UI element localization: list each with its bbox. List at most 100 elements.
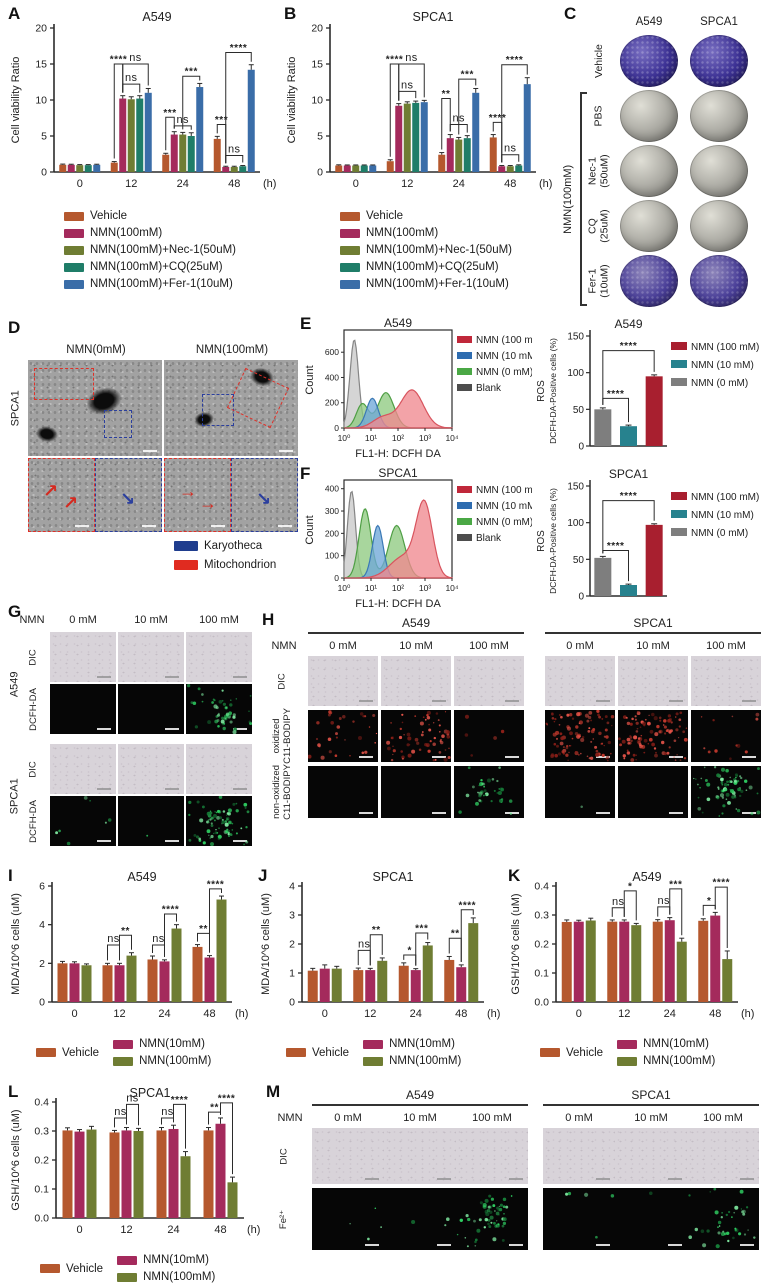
- fluorescent-dot: [316, 721, 320, 725]
- fluorescent-dot: [630, 739, 633, 743]
- bar: [192, 946, 203, 1002]
- legend-label: NMN(10mM): [389, 1038, 455, 1050]
- y-tick-label: 4: [289, 881, 295, 893]
- fluorescent-dot: [584, 1192, 589, 1197]
- fluorescent-dot: [438, 751, 442, 754]
- scale-bar: [97, 676, 111, 678]
- fluorescent-dot: [485, 794, 487, 796]
- legend-label: Vehicle: [90, 210, 128, 222]
- fluorescent-dot: [224, 820, 227, 823]
- legend-swatch: [64, 262, 84, 272]
- row-label-pbs: PBS: [586, 89, 612, 144]
- dic-tile: [687, 1128, 759, 1184]
- fluorescent-dot: [474, 1244, 477, 1247]
- y-tick-label: 300: [325, 506, 339, 516]
- significance-label: ns: [612, 896, 625, 908]
- significance-bracket: [611, 907, 625, 917]
- fluorescent-dot: [641, 747, 643, 749]
- significance-bracket: [501, 64, 528, 163]
- legend-gsh-a549: Vehicle NMN(10mM) NMN(100mM): [540, 1038, 715, 1072]
- legend-swatch: [671, 342, 687, 350]
- fluorescent-dot: [706, 782, 711, 787]
- fluorescent-dot: [580, 752, 582, 755]
- fluorescent-dot: [720, 777, 724, 782]
- bracket-tick: [580, 304, 587, 306]
- fluorescent-dot: [492, 1204, 496, 1208]
- fluorescent-dot: [480, 790, 484, 794]
- fluorescent-dot: [422, 716, 425, 719]
- fluorescent-dot: [66, 841, 71, 846]
- fluorescent-dot: [610, 1194, 615, 1198]
- fluorescent-dot: [648, 714, 650, 717]
- fluorescent-dot: [465, 793, 470, 798]
- mitochondrion-roi: [34, 368, 94, 400]
- fluorescent-dot: [421, 731, 424, 733]
- bar: [222, 166, 230, 172]
- dic-tile: [691, 656, 761, 706]
- fluorescent-dot: [210, 842, 214, 846]
- fluorescent-dot: [629, 735, 632, 738]
- fluorescent-dot: [228, 830, 230, 832]
- fluorescent-dot: [327, 737, 332, 742]
- y-axis-label: MDA/10^6 cells (uM): [260, 893, 272, 995]
- fluorescent-dot: [567, 759, 569, 761]
- fluorescent-dot: [467, 1217, 471, 1222]
- fluorescent-dot: [580, 737, 585, 743]
- x-tick-label: 12: [401, 178, 413, 190]
- scale-bar: [165, 840, 179, 842]
- fluorescent-dot: [55, 831, 59, 835]
- fluorescent-dot: [714, 1210, 719, 1215]
- legend-label: Vehicle: [62, 1046, 100, 1059]
- y-tick-label: 400: [325, 372, 339, 382]
- fluorescent-dot: [235, 809, 239, 813]
- fluorescent-dot: [734, 773, 738, 777]
- x-tick-label: 10⁰: [338, 433, 351, 443]
- red-fluorescence-tile: [454, 710, 524, 762]
- fluorescent-dot: [483, 785, 485, 788]
- legend-column: NMN(10mM) NMN(100mM): [117, 1254, 215, 1285]
- fluorescent-dot: [553, 742, 557, 746]
- legend-label: NMN(100mM)+Fer-1(10uM): [366, 278, 509, 290]
- x-tick-label: 10²: [392, 433, 404, 443]
- dcfh-da-microscopy-grid: NMN 0 mM 10 mM 100 mM A549 DIC DCFH-DA SPCA1 DIC…: [6, 602, 258, 864]
- fluorescent-dot: [363, 715, 367, 718]
- fluorescent-dot: [416, 741, 420, 745]
- fluorescent-dot: [556, 744, 559, 748]
- label-line: NMN(100mM): [562, 164, 575, 234]
- panel-label-M: M: [266, 1082, 281, 1101]
- fluorescent-dot: [249, 721, 252, 726]
- fluorescent-dot: [660, 740, 665, 745]
- fluorescent-dot: [330, 720, 335, 725]
- fluorescent-dot: [595, 749, 599, 753]
- fluorescent-dot: [479, 1201, 483, 1205]
- fluorescent-dot: [720, 1216, 723, 1219]
- fluorescent-dot: [206, 811, 211, 816]
- bar: [607, 921, 618, 1002]
- bar: [180, 1156, 191, 1218]
- fluorescent-dot: [626, 721, 631, 726]
- column-header: 0 mM: [69, 614, 97, 626]
- fluorescent-dot: [566, 744, 569, 748]
- panel-label-H: H: [262, 610, 275, 629]
- legend-item: NMN(100mM)+CQ(25uM): [64, 261, 236, 273]
- dic-tile: [384, 1128, 456, 1184]
- legend-swatch: [671, 492, 687, 500]
- fluorescent-dot: [491, 778, 495, 781]
- dcfh-da-tile: [50, 796, 116, 846]
- fluorescent-dot: [438, 724, 441, 727]
- x-tick-label: 24: [167, 1224, 179, 1236]
- fluorescent-dot: [625, 716, 628, 719]
- fluorescent-dot: [502, 1197, 507, 1202]
- fluorescent-dot: [662, 724, 665, 726]
- significance-bracket: [114, 1117, 127, 1128]
- x-tick-label: 12: [125, 178, 137, 190]
- fluorescent-dot: [357, 735, 363, 741]
- tem-image-panel: NMN(0mM) NMN(100mM) SPCA1 ↗ ↗ ↘ → → ↘ Karyotheca M…: [6, 318, 298, 604]
- fluorescent-dot: [629, 722, 633, 726]
- fluorescent-dot: [570, 745, 572, 747]
- legend-swatch: [340, 228, 360, 238]
- fluorescent-dot: [727, 1239, 730, 1243]
- dic-tile: [381, 656, 451, 706]
- ros-bar-chart-spca1: SPCA1 ROS DCFH-DA-Positive cells (%) 0 50 100…: [532, 466, 762, 617]
- fluorescent-dot: [471, 785, 475, 789]
